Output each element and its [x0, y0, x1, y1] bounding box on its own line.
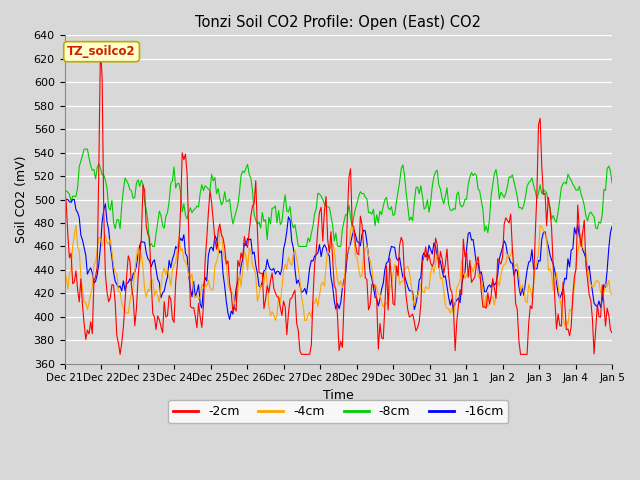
-4cm	[510, 264, 518, 269]
-2cm	[518, 351, 526, 357]
Y-axis label: Soil CO2 (mV): Soil CO2 (mV)	[15, 156, 28, 243]
-16cm	[62, 197, 70, 203]
-2cm	[371, 284, 379, 290]
-2cm	[61, 187, 68, 192]
-4cm	[369, 281, 377, 287]
-4cm	[72, 222, 80, 228]
Line: -4cm: -4cm	[65, 225, 612, 326]
-2cm	[97, 42, 104, 48]
-4cm	[61, 269, 68, 275]
-4cm	[226, 287, 234, 293]
-2cm	[512, 301, 520, 307]
-4cm	[183, 263, 191, 268]
X-axis label: Time: Time	[323, 389, 354, 402]
-4cm	[561, 323, 568, 329]
-4cm	[67, 267, 75, 273]
-16cm	[69, 197, 77, 203]
-8cm	[512, 186, 520, 192]
-2cm	[67, 251, 75, 256]
-16cm	[183, 253, 191, 259]
-8cm	[227, 211, 235, 216]
-8cm	[371, 223, 379, 228]
-8cm	[608, 180, 616, 186]
Line: -16cm: -16cm	[65, 200, 612, 319]
-8cm	[146, 243, 154, 249]
Legend: -2cm, -4cm, -8cm, -16cm: -2cm, -4cm, -8cm, -16cm	[168, 400, 508, 423]
-16cm	[227, 308, 235, 314]
Line: -2cm: -2cm	[65, 45, 612, 354]
-8cm	[185, 209, 193, 215]
-4cm	[608, 291, 616, 297]
-16cm	[608, 223, 616, 229]
-2cm	[608, 330, 616, 336]
-8cm	[67, 198, 75, 204]
-8cm	[80, 146, 88, 152]
-2cm	[185, 230, 193, 236]
-8cm	[61, 190, 68, 195]
-16cm	[226, 316, 234, 322]
-2cm	[116, 351, 124, 357]
Title: Tonzi Soil CO2 Profile: Open (East) CO2: Tonzi Soil CO2 Profile: Open (East) CO2	[195, 15, 481, 30]
-16cm	[61, 197, 68, 203]
Text: TZ_soilco2: TZ_soilco2	[67, 45, 136, 58]
-16cm	[518, 286, 526, 291]
Line: -8cm: -8cm	[65, 149, 612, 246]
-2cm	[227, 290, 235, 296]
-16cm	[371, 294, 379, 300]
-4cm	[516, 289, 524, 295]
-16cm	[512, 266, 520, 272]
-8cm	[518, 206, 526, 212]
